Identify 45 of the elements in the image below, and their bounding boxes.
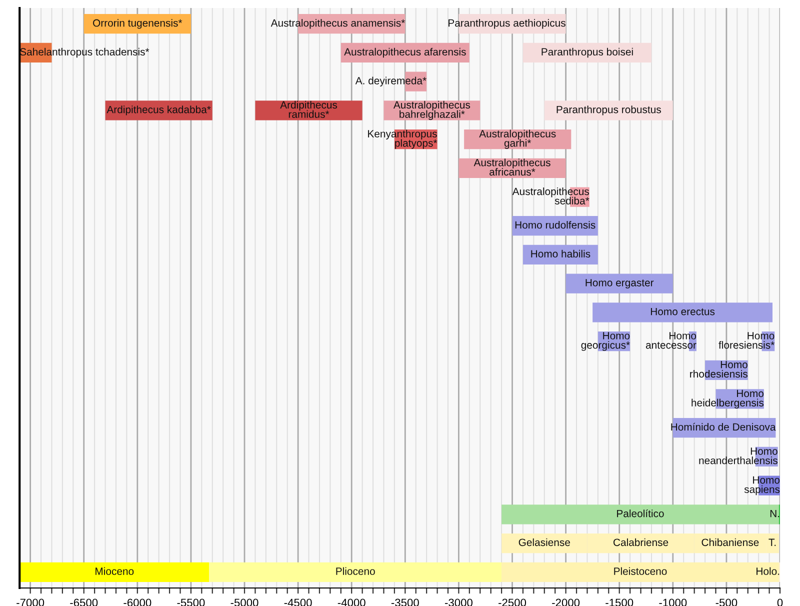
bar (566, 274, 673, 294)
bar (592, 302, 773, 322)
data-label: Ardipithecus ramidus* (280, 100, 338, 118)
bar (84, 14, 191, 34)
data-label: Homo georgicus* (581, 332, 630, 351)
data-label: Homo floresiensis* (718, 332, 774, 349)
data-label: Homo rudolfensis (515, 221, 596, 229)
data-label: Pleistoceno (614, 567, 667, 575)
data-label: Homo habilis (531, 250, 590, 258)
data-label: T. (768, 538, 776, 546)
data-label: Australopithecus garhi* (479, 130, 556, 149)
bar (502, 504, 779, 524)
data-label: N. (770, 510, 780, 518)
data-label: Paranthropus robustus (556, 106, 661, 116)
data-label: Chibaniense (702, 538, 759, 546)
bar (522, 244, 598, 265)
data-label: Australopithecus sediba* (512, 187, 590, 204)
data-label: Holo. (756, 567, 780, 575)
data-label: Orrorin tugenensis* (93, 19, 182, 29)
data-label: Paranthropus aethiopicus (448, 19, 566, 29)
data-label: Australopithecus africanus* (474, 158, 550, 176)
data-label: Calabriense (614, 538, 668, 546)
bar (522, 42, 652, 63)
data-label: Homo heidelbergensis (692, 390, 764, 409)
bar (209, 562, 502, 582)
bar (502, 562, 779, 582)
data-label: Homo ergaster (586, 279, 654, 288)
bar (20, 562, 210, 582)
data-label: Homo neanderthalensis (699, 448, 778, 464)
data-label: Ardipithecus kadabba* (106, 106, 211, 116)
data-label: Paranthropus boisei (542, 48, 633, 58)
data-label: A. deyiremeda* (355, 76, 426, 86)
data-label: Australopithecus anamensis* (270, 19, 405, 29)
bar (512, 216, 598, 236)
bar (544, 100, 673, 120)
data-label: Paleolítico (617, 509, 664, 518)
data-label: Homínido de Denisova (671, 422, 776, 431)
data-label: Homo rhodesiensis (690, 361, 748, 378)
data-label: Gelasiense (518, 538, 570, 546)
data-label: Homo erectus (650, 308, 715, 316)
data-label: Homo antecessor (646, 332, 696, 349)
data-label: Plioceno (336, 567, 375, 575)
data-label: Australopithecus afarensis (344, 48, 466, 58)
data-label: Australopithecus bahrelghazali* (393, 100, 470, 120)
data-label: Mioceno (96, 567, 134, 575)
